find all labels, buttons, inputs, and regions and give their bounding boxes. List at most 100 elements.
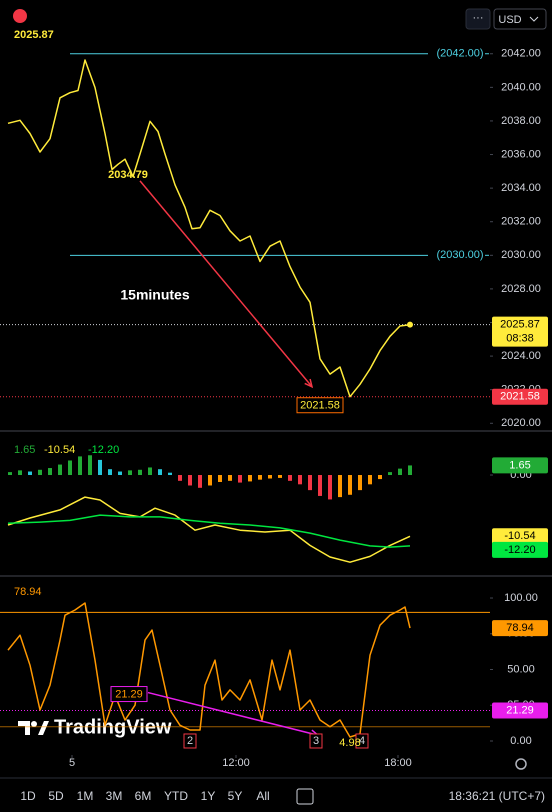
range-button[interactable]: All (256, 789, 269, 803)
wave-label: 2 (187, 735, 193, 747)
y-tick-label: 2034.00 (501, 182, 541, 194)
histogram-bar (398, 468, 402, 476)
macd-last-label: -10.54 (504, 530, 535, 542)
range-button[interactable]: YTD (164, 789, 188, 803)
y-tick-label: 2040.00 (501, 81, 541, 93)
wave-label: 4 (359, 735, 365, 747)
x-tick-label: 5 (69, 757, 75, 769)
range-button[interactable]: 1D (20, 789, 36, 803)
macd-last-label-box (492, 528, 548, 545)
histogram-bar (78, 456, 82, 476)
marker-price-label-box (492, 702, 548, 719)
histogram-bar (168, 472, 172, 476)
histogram-bar (238, 475, 242, 483)
histogram-bar (158, 469, 162, 476)
histogram-bar (248, 475, 252, 482)
last-price-label: 2025.87 (500, 319, 540, 331)
range-button[interactable]: 1M (77, 789, 94, 803)
symbol-icon[interactable] (13, 9, 27, 23)
wave-label: 3 (313, 735, 319, 747)
histogram-bar (258, 475, 262, 480)
histogram-bar (108, 469, 112, 476)
wave-label-box (309, 733, 323, 749)
rsi-last-label-box (492, 620, 548, 637)
histogram-bar (198, 475, 202, 488)
wave-label-box (355, 733, 369, 749)
y-tick-label: 2038.00 (501, 115, 541, 127)
watermark-logo (18, 721, 49, 735)
histogram-bar (378, 475, 382, 480)
settings-gear[interactable] (515, 758, 527, 770)
annotation-start: 2034.79 (108, 169, 148, 181)
histogram-bar (38, 469, 42, 476)
legend-histogram: 1.65 (14, 444, 35, 456)
rsi-line (7, 602, 411, 738)
histogram-last-label: 1.65 (509, 459, 530, 471)
y-tick-label: 2036.00 (501, 148, 541, 160)
last-point (407, 321, 413, 328)
histogram-last-label-box (492, 457, 548, 474)
rsi-last-label: 78.94 (506, 622, 534, 634)
histogram-bar (228, 475, 232, 481)
range-button[interactable]: 6M (135, 789, 152, 803)
histogram-bar (388, 472, 392, 476)
histogram-bar (218, 475, 222, 482)
histogram-bar (88, 455, 92, 476)
histogram-bar (288, 475, 292, 481)
marker-annotation-box (110, 686, 148, 703)
note: 15minutes (120, 286, 189, 302)
range-button[interactable]: 1Y (201, 789, 216, 803)
macd-line (7, 496, 411, 563)
watermark: TradingView (54, 716, 172, 738)
annotation-end: 2021.58 (300, 400, 340, 412)
marker-price-label: 21.29 (506, 704, 534, 716)
histogram-bar (8, 472, 12, 476)
low-price-label: 2021.58 (500, 391, 540, 403)
histogram-bar (18, 470, 22, 476)
date-range-button[interactable] (296, 788, 314, 805)
histogram-bar (348, 475, 352, 495)
histogram-bar (208, 475, 212, 486)
histogram-bar (358, 475, 362, 491)
header-price: 2025.87 (14, 29, 54, 41)
last-price-label-box (492, 316, 548, 347)
low-price-label-box (492, 388, 548, 405)
histogram-bar (128, 470, 132, 476)
range-button[interactable]: 3M (106, 789, 123, 803)
range-button[interactable]: 5D (48, 789, 64, 803)
rsi-arrow (147, 691, 319, 736)
histogram-bar (178, 475, 182, 481)
y-tick-label: 2024.00 (501, 350, 541, 362)
legend-signal: -12.20 (88, 444, 119, 456)
marker-annotation: 21.29 (115, 688, 143, 700)
histogram-bar (28, 471, 32, 476)
x-tick-label: 18:00 (384, 757, 412, 769)
histogram-bar (58, 464, 62, 476)
histogram-bar (338, 475, 342, 498)
histogram-bar (148, 467, 152, 476)
y-tick-label: 100.00 (504, 592, 538, 604)
range-button[interactable]: 5Y (228, 789, 243, 803)
histogram-bar (138, 469, 142, 476)
more-button[interactable] (465, 8, 491, 30)
histogram-bar (408, 465, 412, 476)
price-line (7, 59, 411, 398)
histogram-bar (308, 475, 312, 491)
histogram-bar (368, 475, 372, 485)
currency: USD (498, 14, 521, 26)
currency-button[interactable] (493, 8, 547, 30)
signal-last-label: -12.20 (504, 544, 535, 556)
y-tick-label: 50.00 (507, 663, 535, 675)
legend-macd: -10.54 (44, 444, 75, 456)
annotation-end-box (296, 397, 344, 414)
signal-last-label-box (492, 541, 548, 558)
histogram-bar (118, 471, 122, 476)
currency-caret (529, 16, 539, 22)
wave-label-box (183, 733, 197, 749)
countdown: 08:38 (506, 333, 534, 345)
y-tick-label: 2028.00 (501, 283, 541, 295)
histogram-bar (68, 460, 72, 476)
histogram-bar (98, 459, 102, 476)
